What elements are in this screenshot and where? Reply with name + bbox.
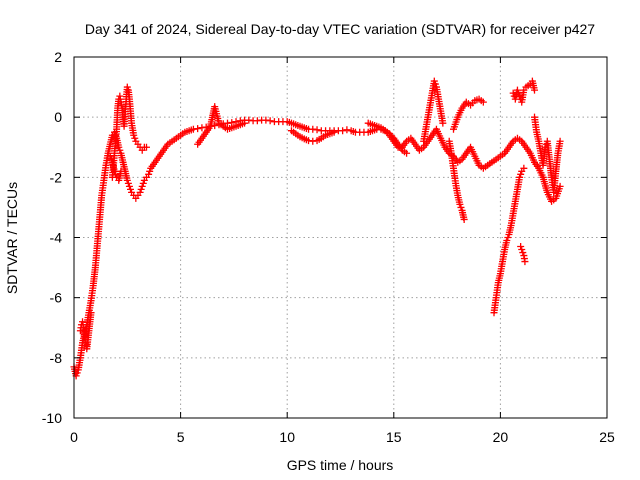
x-tick-label: 20 — [493, 429, 509, 445]
data-point-marker — [479, 98, 487, 106]
data-point-marker — [516, 173, 524, 181]
data-point-marker — [125, 182, 133, 190]
y-tick-label: 2 — [54, 49, 62, 65]
data-point-marker — [145, 170, 153, 178]
data-point-marker — [123, 176, 131, 184]
data-point-marker — [111, 167, 119, 175]
y-tick-label: -4 — [50, 230, 63, 246]
data-point-marker — [136, 188, 144, 196]
data-point-marker — [112, 170, 120, 178]
data-point-marker — [518, 246, 526, 254]
data-point-marker — [516, 92, 524, 100]
data-point-marker — [73, 369, 81, 377]
data-point-marker — [339, 127, 347, 135]
data-point-marker — [130, 131, 138, 139]
data-points — [70, 77, 564, 380]
data-point-marker — [431, 80, 439, 88]
data-point-marker — [266, 117, 274, 125]
grid — [74, 57, 607, 418]
data-point-marker — [556, 137, 564, 145]
data-point-marker — [556, 182, 564, 190]
data-series — [517, 243, 529, 266]
data-point-marker — [124, 179, 132, 187]
data-point-marker — [106, 152, 114, 160]
data-point-marker — [457, 203, 465, 211]
data-point-marker — [142, 143, 150, 151]
data-point-marker — [123, 83, 131, 91]
data-series — [490, 164, 528, 317]
data-point-marker — [194, 125, 202, 133]
data-point-marker — [456, 200, 464, 208]
data-point-marker — [521, 258, 529, 266]
data-point-marker — [107, 155, 115, 163]
data-point-marker — [139, 179, 147, 187]
data-point-marker — [460, 215, 468, 223]
data-point-marker — [513, 86, 521, 94]
data-point-marker — [519, 249, 527, 257]
chart-title: Day 341 of 2024, Sidereal Day-to-day VTE… — [85, 21, 595, 37]
x-axis-label: GPS time / hours — [287, 457, 394, 473]
y-axis-label: SDTVAR / TECUs — [4, 182, 20, 294]
data-point-marker — [517, 170, 525, 178]
data-series — [364, 119, 411, 157]
x-tick-label: 10 — [279, 429, 295, 445]
data-point-marker — [313, 126, 321, 134]
data-point-marker — [330, 128, 338, 136]
data-series — [194, 103, 249, 148]
data-series — [449, 95, 487, 133]
data-point-marker — [241, 119, 249, 127]
x-tick-label: 15 — [386, 429, 402, 445]
data-point-marker — [430, 77, 438, 85]
data-point-marker — [403, 149, 411, 157]
data-point-marker — [137, 185, 145, 193]
data-point-marker — [146, 167, 154, 175]
data-point-marker — [504, 234, 512, 241]
axis-ticks: 0 5 10 15 20 25 -10 -8 -6 -4 -2 0 2 — [42, 49, 615, 445]
data-series — [70, 116, 564, 380]
data-point-marker — [115, 143, 123, 151]
data-point-marker — [503, 237, 511, 245]
data-series — [445, 137, 468, 223]
data-point-marker — [117, 167, 125, 175]
data-point-marker — [542, 140, 550, 148]
data-point-marker — [138, 182, 146, 190]
x-tick-label: 5 — [177, 429, 185, 445]
y-tick-label: 0 — [54, 109, 62, 125]
data-point-marker — [531, 86, 539, 94]
data-series — [76, 309, 95, 353]
data-point-marker — [439, 119, 447, 127]
y-tick-label: -10 — [42, 410, 62, 426]
data-point-marker — [343, 126, 351, 134]
y-tick-label: -8 — [50, 350, 63, 366]
x-tick-label: 25 — [599, 429, 615, 445]
data-series — [108, 83, 150, 181]
data-series — [106, 152, 125, 184]
data-point-marker — [131, 134, 139, 142]
data-series — [420, 77, 447, 145]
data-series — [531, 113, 564, 196]
data-point-marker — [126, 185, 134, 193]
data-series — [287, 127, 338, 145]
data-point-marker — [517, 243, 525, 251]
data-series — [509, 77, 539, 106]
y-tick-label: -2 — [50, 169, 63, 185]
x-tick-label: 0 — [70, 429, 78, 445]
data-point-marker — [87, 309, 95, 317]
data-point-marker — [520, 164, 528, 172]
y-tick-label: -6 — [50, 290, 63, 306]
